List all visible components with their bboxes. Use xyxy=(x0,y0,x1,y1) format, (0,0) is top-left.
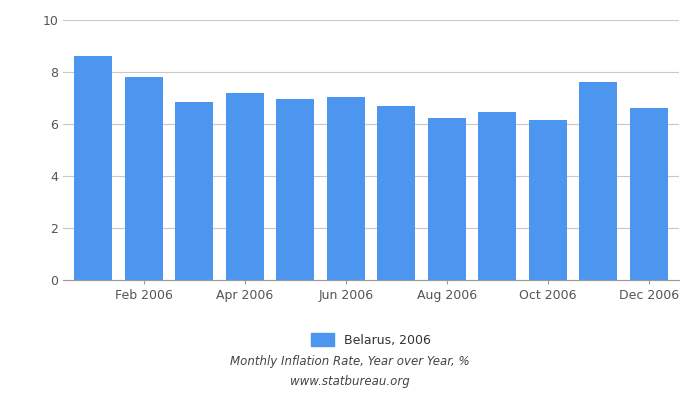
Bar xyxy=(377,106,415,280)
Bar xyxy=(74,56,112,280)
Legend: Belarus, 2006: Belarus, 2006 xyxy=(312,333,430,347)
Bar xyxy=(630,108,668,280)
Bar xyxy=(125,77,162,280)
Bar xyxy=(226,93,264,280)
Text: www.statbureau.org: www.statbureau.org xyxy=(290,376,410,388)
Bar xyxy=(276,99,314,280)
Bar xyxy=(478,112,516,280)
Bar xyxy=(528,120,567,280)
Bar xyxy=(580,82,617,280)
Bar xyxy=(175,102,214,280)
Bar xyxy=(327,97,365,280)
Text: Monthly Inflation Rate, Year over Year, %: Monthly Inflation Rate, Year over Year, … xyxy=(230,356,470,368)
Bar xyxy=(428,118,466,280)
